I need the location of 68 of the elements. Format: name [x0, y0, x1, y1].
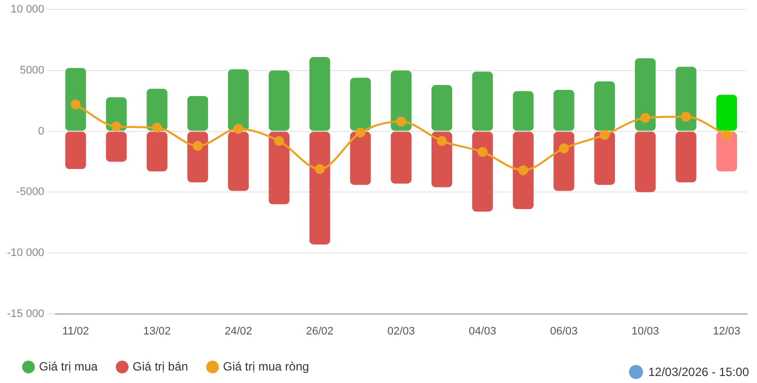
x-tick-label: 06/03: [550, 325, 578, 338]
legend-label: Giá trị bán: [132, 359, 188, 374]
bar: [350, 78, 371, 131]
x-tick-label: 04/03: [468, 325, 496, 338]
bar: [594, 81, 615, 131]
point: [518, 165, 528, 176]
bar: [350, 132, 371, 185]
bar: [187, 132, 208, 182]
point: [152, 122, 162, 133]
bar: [431, 85, 452, 131]
y-tick-label: 0: [38, 125, 44, 138]
bar: [512, 91, 534, 131]
bar: [268, 132, 290, 204]
bar: [309, 57, 330, 131]
bar: [65, 132, 86, 169]
bar: [716, 94, 738, 131]
y-tick-label: -10 000: [6, 246, 44, 259]
y-tick-label: -5000: [16, 186, 44, 198]
bar: [187, 96, 208, 131]
bar: [228, 69, 249, 131]
y-tick-label: 10 000: [10, 4, 44, 16]
point: [396, 116, 406, 127]
point: [478, 146, 488, 157]
bar: [716, 132, 738, 172]
point: [600, 130, 610, 140]
point: [274, 136, 284, 146]
bar: [472, 132, 493, 212]
point: [192, 140, 203, 151]
point: [355, 127, 366, 138]
bar: [309, 132, 330, 244]
bar: [431, 132, 452, 188]
bar: [106, 132, 127, 162]
bar: [268, 70, 290, 131]
point: [111, 121, 122, 132]
bar: [512, 132, 534, 210]
x-tick-label: 12/03: [712, 325, 740, 338]
bar: [594, 132, 615, 185]
bar: [390, 132, 412, 184]
x-tick-label: 02/03: [387, 325, 415, 338]
x-tick-label: 10/03: [632, 325, 660, 338]
x-tick-label: 13/02: [143, 325, 171, 338]
legend-label: Giá trị mua ròng: [223, 359, 310, 374]
bar: [676, 66, 696, 131]
point: [680, 112, 691, 122]
point: [233, 124, 244, 134]
bar: [65, 68, 86, 131]
point: [436, 136, 447, 146]
bar: [634, 58, 656, 131]
bar: [146, 132, 168, 172]
point: [640, 112, 650, 123]
legend-label: Giá trị mua: [39, 359, 98, 374]
bar: [676, 132, 696, 182]
point: [314, 164, 325, 174]
bar: [390, 70, 412, 131]
point: [722, 130, 732, 140]
bar: [472, 72, 493, 131]
point: [558, 143, 569, 154]
bar: [634, 132, 656, 192]
bar: [228, 132, 249, 191]
bar: [554, 90, 574, 131]
x-tick-label: 24/02: [224, 325, 252, 338]
y-tick-label: 5000: [20, 64, 44, 76]
bar: [554, 132, 574, 191]
x-tick-label: 26/02: [306, 325, 334, 338]
text: 12/03/2026 - 15:00: [648, 365, 749, 379]
x-tick-label: 11/02: [62, 325, 90, 338]
y-tick-label: -15 000: [6, 308, 44, 320]
point: [70, 100, 81, 110]
